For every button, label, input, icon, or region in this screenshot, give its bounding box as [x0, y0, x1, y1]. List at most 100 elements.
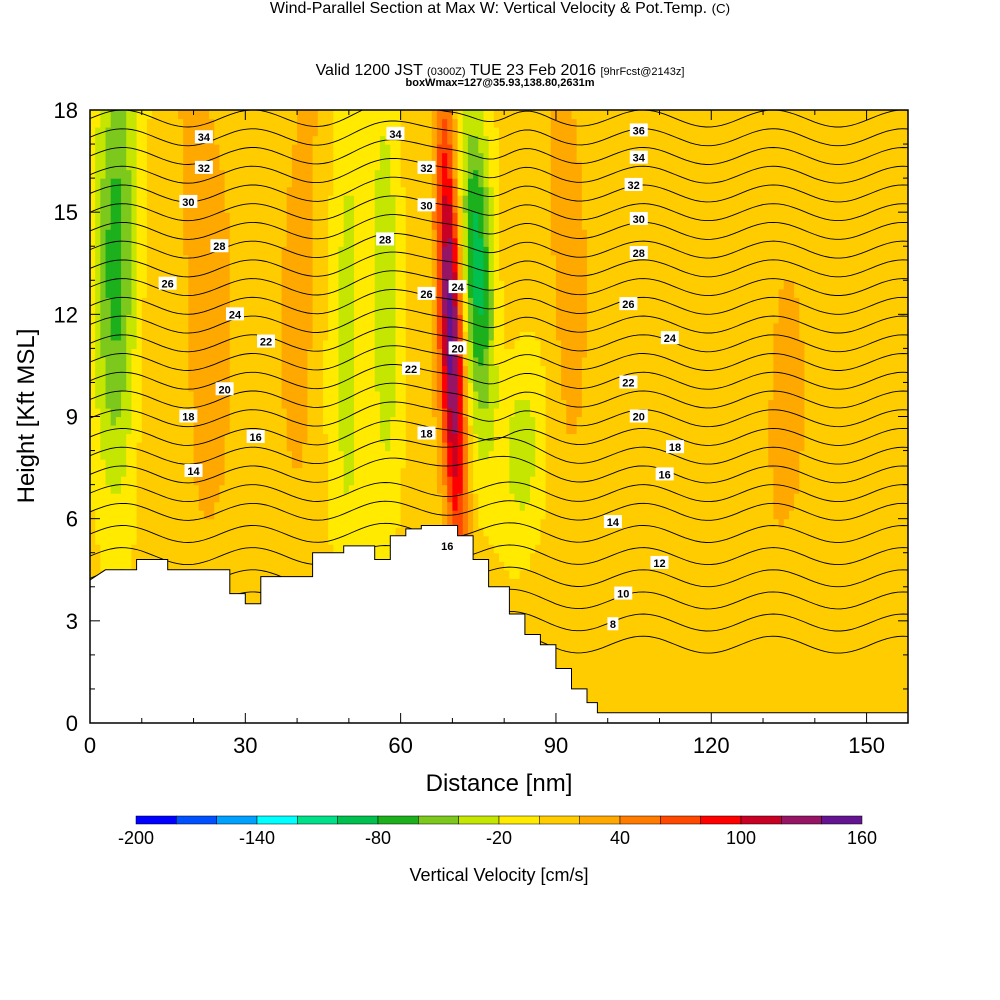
- velocity-cell: [266, 484, 272, 494]
- velocity-cell: [281, 280, 288, 290]
- velocity-cell: [291, 484, 298, 494]
- velocity-cell: [172, 237, 179, 247]
- velocity-cell: [307, 348, 314, 358]
- velocity-cell: [333, 331, 340, 341]
- velocity-cell: [395, 271, 402, 281]
- velocity-cell: [152, 425, 158, 435]
- chart-title: Wind-Parallel Section at Max W: Vertical…: [0, 0, 1000, 18]
- velocity-cell: [245, 178, 252, 188]
- velocity-cell: [364, 110, 371, 120]
- velocity-cell: [141, 280, 148, 290]
- velocity-cell: [416, 518, 422, 528]
- velocity-cell: [105, 169, 112, 179]
- velocity-cell: [405, 425, 412, 435]
- velocity-cell: [266, 110, 272, 120]
- velocity-cell: [115, 501, 122, 511]
- velocity-cell: [333, 356, 340, 367]
- velocity-cell: [209, 348, 215, 358]
- velocity-cell: [152, 203, 158, 213]
- velocity-cell: [421, 254, 428, 264]
- velocity-cell: [100, 407, 107, 418]
- velocity-cell: [209, 527, 215, 537]
- velocity-cell: [431, 212, 438, 222]
- velocity-cell: [317, 297, 324, 307]
- velocity-cell: [214, 450, 221, 460]
- velocity-cell: [121, 212, 127, 222]
- velocity-cell: [276, 450, 283, 460]
- velocity-cell: [224, 390, 231, 401]
- velocity-cell: [240, 493, 246, 503]
- velocity-cell: [405, 280, 412, 290]
- velocity-cell: [229, 493, 236, 503]
- velocity-cell: [302, 442, 309, 452]
- velocity-cell: [141, 493, 148, 503]
- velocity-cell: [266, 459, 272, 469]
- velocity-cell: [374, 271, 381, 281]
- velocity-cell: [214, 442, 221, 452]
- velocity-cell: [178, 510, 184, 520]
- velocity-cell: [343, 297, 350, 307]
- velocity-cell: [379, 425, 386, 435]
- velocity-cell: [224, 169, 231, 179]
- velocity-cell: [183, 382, 189, 392]
- velocity-cell: [115, 237, 122, 247]
- velocity-cell: [250, 382, 257, 392]
- velocity-cell: [405, 331, 412, 341]
- velocity-cell: [157, 433, 164, 443]
- velocity-cell: [364, 331, 371, 341]
- velocity-cell: [442, 314, 448, 324]
- velocity-cell: [105, 407, 112, 418]
- velocity-cell: [172, 297, 179, 307]
- velocity-cell: [416, 254, 422, 264]
- velocity-cell: [312, 450, 319, 460]
- velocity-cell: [312, 280, 319, 290]
- velocity-cell: [271, 229, 277, 239]
- velocity-cell: [338, 373, 345, 384]
- velocity-cell: [364, 467, 371, 477]
- velocity-cell: [245, 135, 252, 145]
- velocity-cell: [266, 552, 272, 562]
- velocity-cell: [162, 390, 169, 401]
- velocity-cell: [126, 476, 133, 486]
- velocity-cell: [436, 416, 443, 426]
- velocity-cell: [307, 433, 314, 443]
- velocity-cell: [240, 169, 246, 179]
- velocity-cell: [410, 467, 417, 477]
- velocity-cell: [90, 399, 96, 409]
- velocity-cell: [105, 220, 112, 230]
- velocity-cell: [322, 348, 329, 358]
- velocity-cell: [297, 331, 303, 341]
- velocity-cell: [291, 135, 298, 145]
- velocity-cell: [178, 467, 184, 477]
- velocity-cell: [312, 263, 319, 273]
- velocity-cell: [250, 178, 257, 188]
- velocity-cell: [203, 229, 210, 239]
- velocity-cell: [395, 433, 402, 443]
- velocity-cell: [359, 399, 365, 409]
- velocity-cell: [291, 169, 298, 179]
- velocity-cell: [271, 246, 277, 256]
- velocity-cell: [126, 297, 133, 307]
- velocity-cell: [167, 271, 174, 281]
- velocity-cell: [400, 271, 407, 281]
- velocity-cell: [322, 288, 329, 298]
- velocity-cell: [395, 331, 402, 341]
- velocity-cell: [260, 552, 267, 562]
- velocity-cell: [203, 442, 210, 452]
- velocity-cell: [338, 118, 345, 128]
- velocity-cell: [250, 271, 257, 281]
- velocity-cell: [354, 144, 360, 154]
- velocity-cell: [307, 390, 314, 401]
- velocity-cell: [219, 178, 226, 188]
- velocity-cell: [431, 484, 438, 494]
- velocity-cell: [266, 280, 272, 290]
- velocity-cell: [276, 569, 283, 579]
- velocity-cell: [359, 229, 365, 239]
- velocity-cell: [198, 144, 205, 154]
- velocity-cell: [172, 535, 179, 545]
- velocity-cell: [317, 450, 324, 460]
- velocity-cell: [224, 535, 231, 545]
- velocity-cell: [410, 459, 417, 469]
- velocity-cell: [229, 118, 236, 128]
- velocity-cell: [374, 263, 381, 273]
